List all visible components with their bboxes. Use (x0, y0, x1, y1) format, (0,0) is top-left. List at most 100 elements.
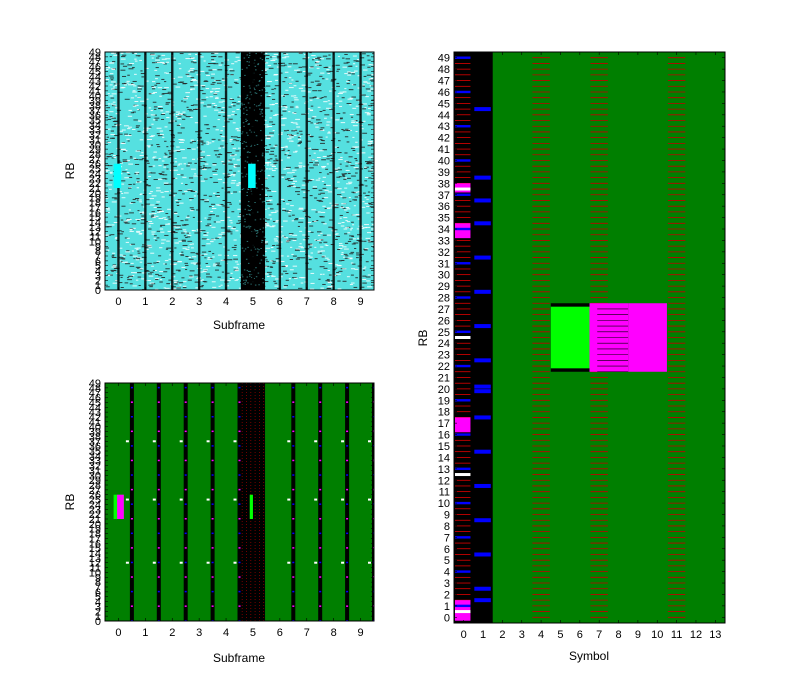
panel-top-left: 0123456789101112131415161718192021222324… (63, 47, 375, 332)
top-left-noise-cell (133, 258, 136, 260)
top-left-noise-cell (154, 159, 158, 161)
bottom-left-white-marker (206, 561, 210, 564)
right-symbol0-blue-mark (454, 364, 471, 368)
top-left-noise-cell (291, 171, 295, 173)
top-left-noise-cell (217, 254, 222, 256)
top-left-noise-cell (187, 164, 190, 166)
top-left-noise-cell (203, 269, 208, 271)
top-left-noise-cell (367, 90, 372, 92)
top-left-noise-cell (202, 167, 207, 169)
top-left-noise-cell (140, 222, 145, 224)
top-left-noise-cell (184, 262, 189, 264)
top-left-noise-cell (356, 179, 360, 181)
top-left-band-cell (256, 187, 258, 189)
top-left-noise-cell (296, 132, 299, 134)
top-left-noise-cell (367, 140, 373, 142)
top-left-noise-cell (176, 204, 180, 206)
top-left-noise-cell (205, 273, 210, 275)
top-left-noise-cell (128, 176, 133, 178)
top-left-noise-cell (159, 173, 164, 175)
top-left-noise-cell (187, 70, 191, 72)
top-left-noise-cell (353, 286, 358, 288)
top-left-band-cell (258, 178, 261, 180)
top-left-noise-cell (327, 270, 331, 272)
bottom-left-column-marker (157, 459, 160, 462)
top-left-noise-cell (113, 221, 119, 223)
top-left-noise-cell (126, 277, 130, 279)
right-magenta-block (628, 303, 667, 372)
top-left-noise-cell (229, 140, 232, 142)
top-left-noise-cell (344, 129, 348, 131)
top-left-noise-cell (120, 261, 123, 263)
top-left-noise-cell (283, 106, 288, 108)
top-left-noise-cell (336, 176, 341, 178)
top-left-noise-cell (216, 156, 221, 158)
top-left-noise-cell (292, 112, 295, 114)
top-left-noise-cell (182, 244, 188, 246)
top-left-noise-cell (123, 220, 128, 222)
top-left-noise-cell (346, 276, 350, 278)
top-left-noise-cell (201, 144, 204, 146)
top-left-noise-cell (165, 102, 171, 104)
top-left-noise-cell (127, 128, 131, 130)
top-left-noise-cell (114, 135, 120, 137)
top-left-noise-cell (303, 54, 308, 56)
top-left-noise-cell (231, 111, 236, 113)
top-left-noise-cell (355, 277, 358, 279)
top-left-noise-cell (208, 217, 212, 219)
top-left-noise-cell (346, 141, 350, 143)
top-left-band-cell (244, 74, 246, 76)
top-left-band-cell (250, 190, 253, 192)
top-left-noise-cell (360, 64, 365, 66)
top-left-noise-cell (153, 206, 158, 208)
top-left-band-cell (243, 250, 245, 252)
bottom-left-ytick-label: 48 (89, 383, 101, 395)
top-left-noise-cell (335, 238, 338, 240)
top-left-noise-cell (363, 240, 367, 242)
top-left-noise-cell (221, 109, 224, 111)
top-left-noise-cell (371, 281, 374, 283)
top-left-noise-cell (347, 172, 351, 174)
bottom-left-xlabel: Subframe (213, 651, 265, 665)
top-left-noise-cell (284, 154, 287, 156)
top-left-noise-cell (149, 222, 154, 224)
top-left-noise-cell (302, 96, 306, 98)
top-left-noise-cell (218, 64, 222, 66)
top-left-noise-cell (113, 157, 117, 159)
bottom-left-column-marker (346, 590, 349, 593)
right-xtick-label: 1 (480, 629, 486, 641)
top-left-noise-cell (267, 190, 272, 192)
top-left-noise-cell (165, 213, 169, 215)
top-left-noise-cell (124, 134, 130, 136)
bottom-left-column-marker (211, 590, 214, 593)
top-left-noise-cell (156, 144, 160, 146)
top-left-noise-cell (217, 107, 221, 109)
bottom-left-magenta-block (117, 494, 124, 519)
top-left-noise-cell (265, 261, 270, 263)
top-left-noise-cell (207, 223, 212, 225)
top-left-noise-cell (203, 232, 207, 234)
top-left-noise-cell (181, 240, 187, 242)
top-left-noise-cell (207, 219, 211, 221)
top-left-noise-cell (350, 274, 354, 276)
bottom-left-ytick-label: 43 (89, 407, 101, 419)
top-left-noise-cell (264, 107, 270, 109)
top-left-noise-cell (365, 185, 368, 187)
top-left-noise-cell (141, 76, 145, 78)
top-left-noise-cell (123, 82, 127, 84)
top-left-noise-cell (330, 280, 334, 282)
top-left-noise-cell (218, 111, 224, 113)
top-left-noise-cell (146, 145, 151, 147)
right-ytick-label: 15 (438, 441, 450, 453)
top-left-noise-cell (107, 234, 112, 236)
top-left-noise-cell (124, 222, 130, 224)
top-left-noise-cell (151, 135, 156, 137)
right-xtick-label: 6 (577, 629, 583, 641)
top-left-ytick-label: 5 (95, 261, 101, 273)
top-left-noise-cell (186, 232, 190, 234)
top-left-noise-cell (288, 209, 292, 211)
top-left-noise-cell (211, 226, 216, 228)
top-left-noise-cell (367, 274, 371, 276)
top-left-noise-cell (235, 140, 240, 142)
top-left-noise-cell (342, 174, 345, 176)
